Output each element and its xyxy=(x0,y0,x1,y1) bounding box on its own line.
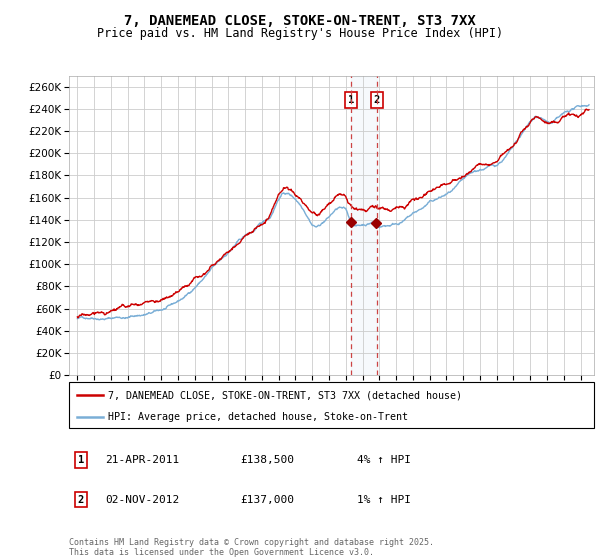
Text: 7, DANEMEAD CLOSE, STOKE-ON-TRENT, ST3 7XX: 7, DANEMEAD CLOSE, STOKE-ON-TRENT, ST3 7… xyxy=(124,14,476,28)
Text: £138,500: £138,500 xyxy=(240,455,294,465)
Text: 1: 1 xyxy=(78,455,84,465)
Text: 21-APR-2011: 21-APR-2011 xyxy=(105,455,179,465)
Text: 7, DANEMEAD CLOSE, STOKE-ON-TRENT, ST3 7XX (detached house): 7, DANEMEAD CLOSE, STOKE-ON-TRENT, ST3 7… xyxy=(109,390,463,400)
Text: 1% ↑ HPI: 1% ↑ HPI xyxy=(357,494,411,505)
Text: £137,000: £137,000 xyxy=(240,494,294,505)
Text: 2: 2 xyxy=(78,494,84,505)
Text: 1: 1 xyxy=(347,95,354,105)
Text: Price paid vs. HM Land Registry's House Price Index (HPI): Price paid vs. HM Land Registry's House … xyxy=(97,27,503,40)
Text: HPI: Average price, detached house, Stoke-on-Trent: HPI: Average price, detached house, Stok… xyxy=(109,412,409,422)
Text: Contains HM Land Registry data © Crown copyright and database right 2025.
This d: Contains HM Land Registry data © Crown c… xyxy=(69,538,434,557)
Text: 02-NOV-2012: 02-NOV-2012 xyxy=(105,494,179,505)
Bar xyxy=(351,76,377,375)
Text: 4% ↑ HPI: 4% ↑ HPI xyxy=(357,455,411,465)
Text: 2: 2 xyxy=(373,95,380,105)
